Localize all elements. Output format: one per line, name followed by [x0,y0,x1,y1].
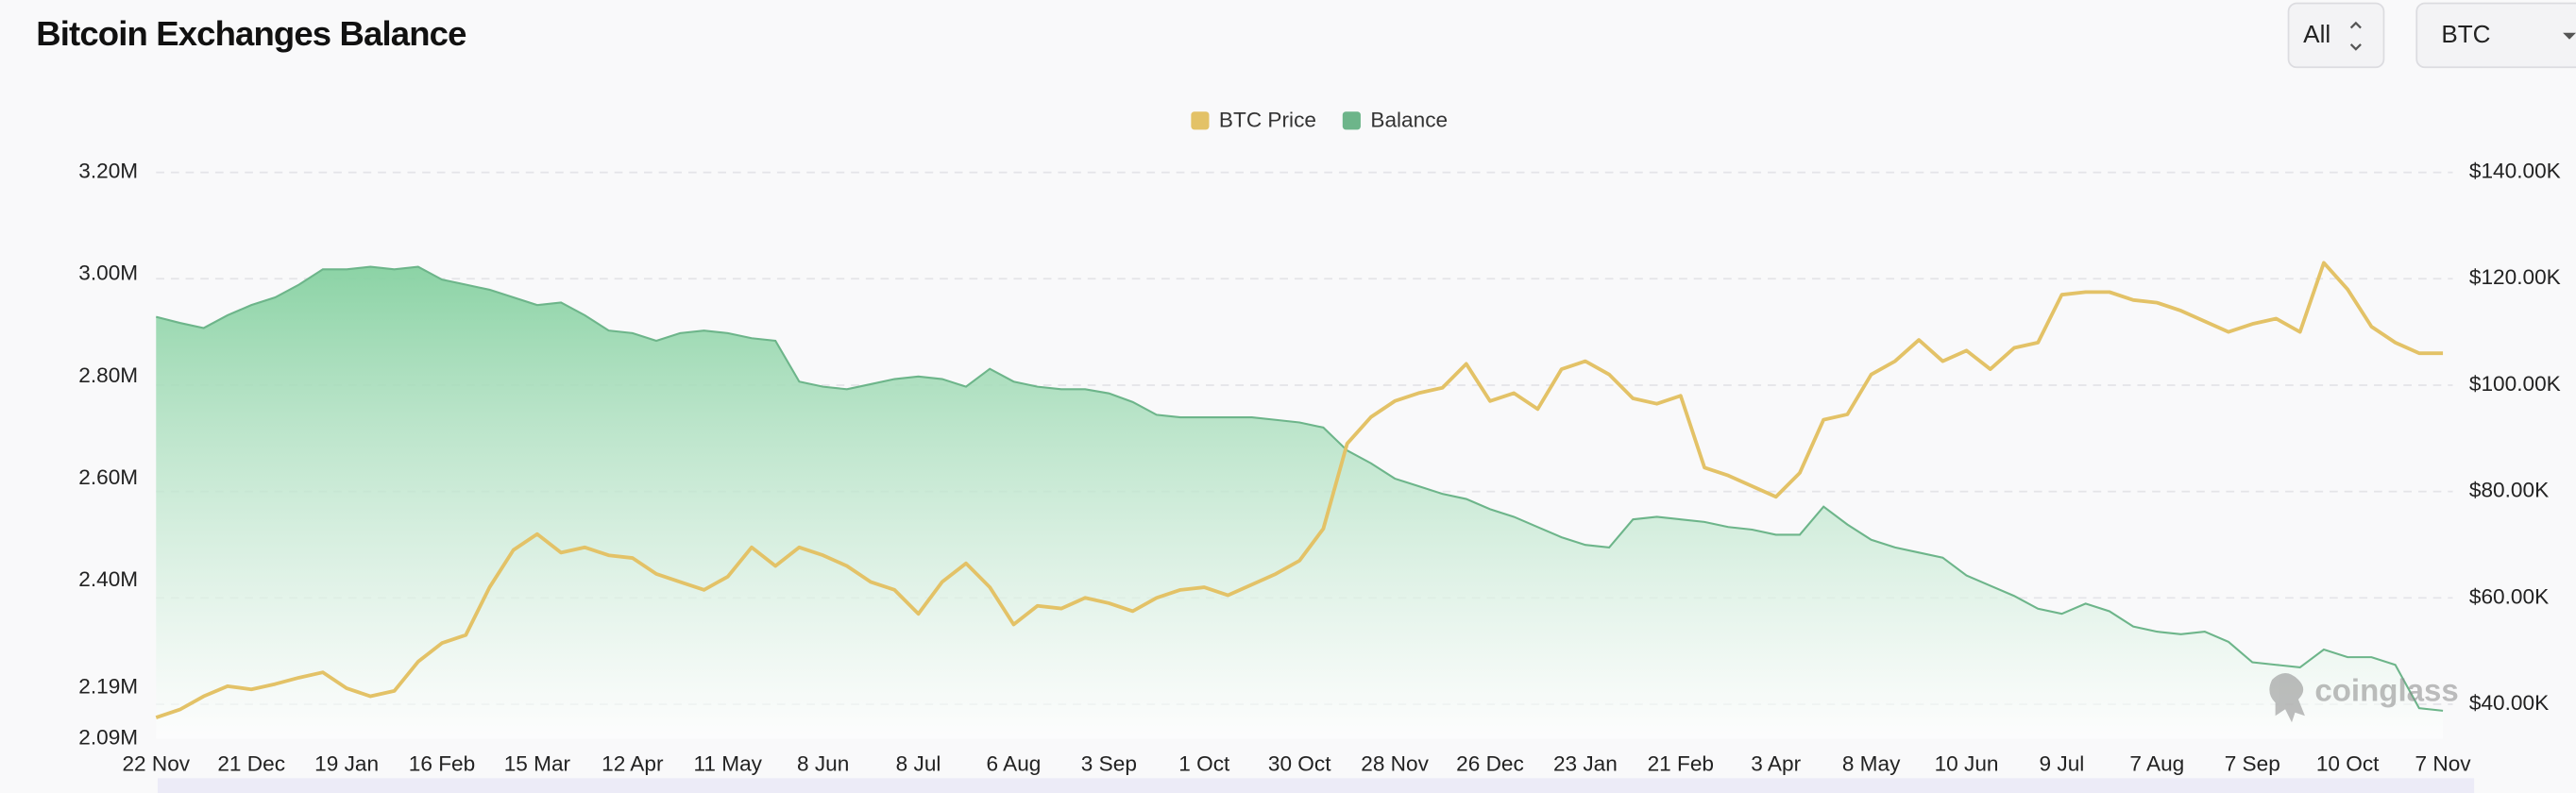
y-tick-label: 3.00M [78,262,138,285]
coin-select[interactable]: BTC [2415,2,2576,69]
range-arrows [2349,21,2362,51]
x-tick-label: 21 Feb [1648,751,1714,775]
y-tick-label: 2.60M [78,465,138,489]
x-tick-label: 22 Nov [122,751,190,775]
y2-tick-label: $40.00K [2469,691,2549,715]
y-tick-label: 2.09M [78,726,138,750]
x-tick-label: 8 Jun [797,751,849,775]
x-tick-label: 9 Jul [2040,751,2085,775]
x-tick-label: 8 Jul [896,751,941,775]
scroll-strip [158,778,2475,793]
legend-swatch [1191,111,1210,130]
range-box[interactable] [2287,2,2385,69]
y-tick-label: 3.20M [78,160,138,183]
x-tick-label: 12 Apr [602,751,664,775]
legend-label: BTC Price [1219,109,1316,132]
balance-area [156,266,2444,739]
axes: 2.09M 2.19M 2.40M 2.60M 2.80M 3.00M 3.20M $40.0… [78,160,2560,776]
page-title: Bitcoin Exchanges Balance [36,14,466,53]
y2-tick-label: $140.00K [2469,160,2561,183]
y2-tick-label: $120.00K [2469,265,2561,289]
y2-tick-label: $80.00K [2469,479,2549,502]
x-tick-label: 3 Sep [1081,751,1137,775]
coin-value[interactable]: BTC [2441,20,2490,48]
range-value[interactable]: All [2303,20,2330,48]
watermark-text: coinglass [2314,674,2458,709]
range-select[interactable]: All [2287,2,2385,69]
plot [155,261,2444,739]
y2-tick-label: $100.00K [2469,372,2561,396]
x-tick-label: 10 Oct [2316,751,2380,775]
x-tick-label: 23 Jan [1553,751,1618,775]
x-tick-label: 6 Aug [987,751,1042,775]
balance-line [156,265,2444,712]
x-tick-label: 10 Jun [1935,751,1999,775]
legend: BTC Price Balance [1191,109,1448,132]
y-tick-label: 2.19M [78,675,138,699]
legend-swatch [1342,111,1361,130]
price-line [155,261,2444,719]
watermark-logo [2269,673,2305,723]
coin-arrow [2563,32,2576,40]
watermark: coinglass [2269,673,2459,723]
x-tick-label: 28 Nov [1361,751,1429,775]
x-tick-label: 30 Oct [1268,751,1331,775]
coin-box[interactable] [2415,2,2576,69]
x-tick-label: 8 May [1842,751,1901,775]
y-tick-label: 2.80M [78,363,138,387]
y-tick-label: 2.40M [78,567,138,591]
x-tick-label: 15 Mar [504,751,571,775]
x-tick-label: 3 Apr [1751,751,1801,775]
x-tick-label: 7 Aug [2129,751,2184,775]
x-tick-label: 21 Dec [217,751,285,775]
x-tick-label: 1 Oct [1178,751,1230,775]
x-tick-label: 26 Dec [1456,751,1524,775]
x-tick-label: 11 May [693,751,762,775]
legend-label: Balance [1370,109,1448,132]
x-tick-label: 19 Jan [314,751,379,775]
y2-tick-label: $60.00K [2469,584,2549,608]
x-tick-label: 7 Nov [2415,751,2472,775]
x-tick-label: 7 Sep [2225,751,2280,775]
x-tick-label: 16 Feb [409,751,475,775]
